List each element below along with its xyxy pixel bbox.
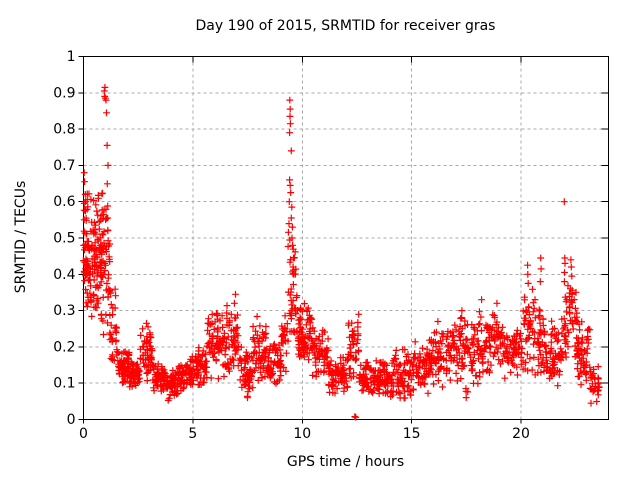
x-tick-label: 15 bbox=[403, 426, 421, 442]
x-tick-label: 5 bbox=[188, 426, 197, 442]
y-tick-label: 0.1 bbox=[53, 376, 75, 392]
y-tick-label: 0.8 bbox=[53, 122, 75, 138]
chart-title: Day 190 of 2015, SRMTID for receiver gra… bbox=[195, 18, 496, 34]
y-tick-label: 0 bbox=[67, 412, 76, 428]
y-tick-label: 0.4 bbox=[53, 267, 75, 283]
y-tick-labels: 0 0.1 0.2 0.3 0.4 0.5 0.6 0.7 0.8 0.9 1 bbox=[53, 49, 75, 428]
y-tick-label: 0.7 bbox=[53, 158, 75, 174]
x-tick-label: 0 bbox=[79, 426, 88, 442]
y-tick-label: 0.6 bbox=[53, 194, 75, 210]
plot-border bbox=[83, 56, 609, 420]
x-tick-labels: 0 5 10 15 20 bbox=[79, 426, 530, 442]
y-tick-label: 0.3 bbox=[53, 303, 75, 319]
x-axis-label: GPS time / hours bbox=[286, 454, 405, 470]
y-tick-label: 0.2 bbox=[53, 339, 75, 355]
x-tick-label: 10 bbox=[293, 426, 311, 442]
data-points bbox=[80, 84, 603, 421]
y-tick-label: 1 bbox=[67, 49, 76, 65]
y-tick-label: 0.9 bbox=[53, 85, 75, 101]
y-tick-label: 0.5 bbox=[53, 231, 75, 247]
x-tick-label: 20 bbox=[512, 426, 530, 442]
